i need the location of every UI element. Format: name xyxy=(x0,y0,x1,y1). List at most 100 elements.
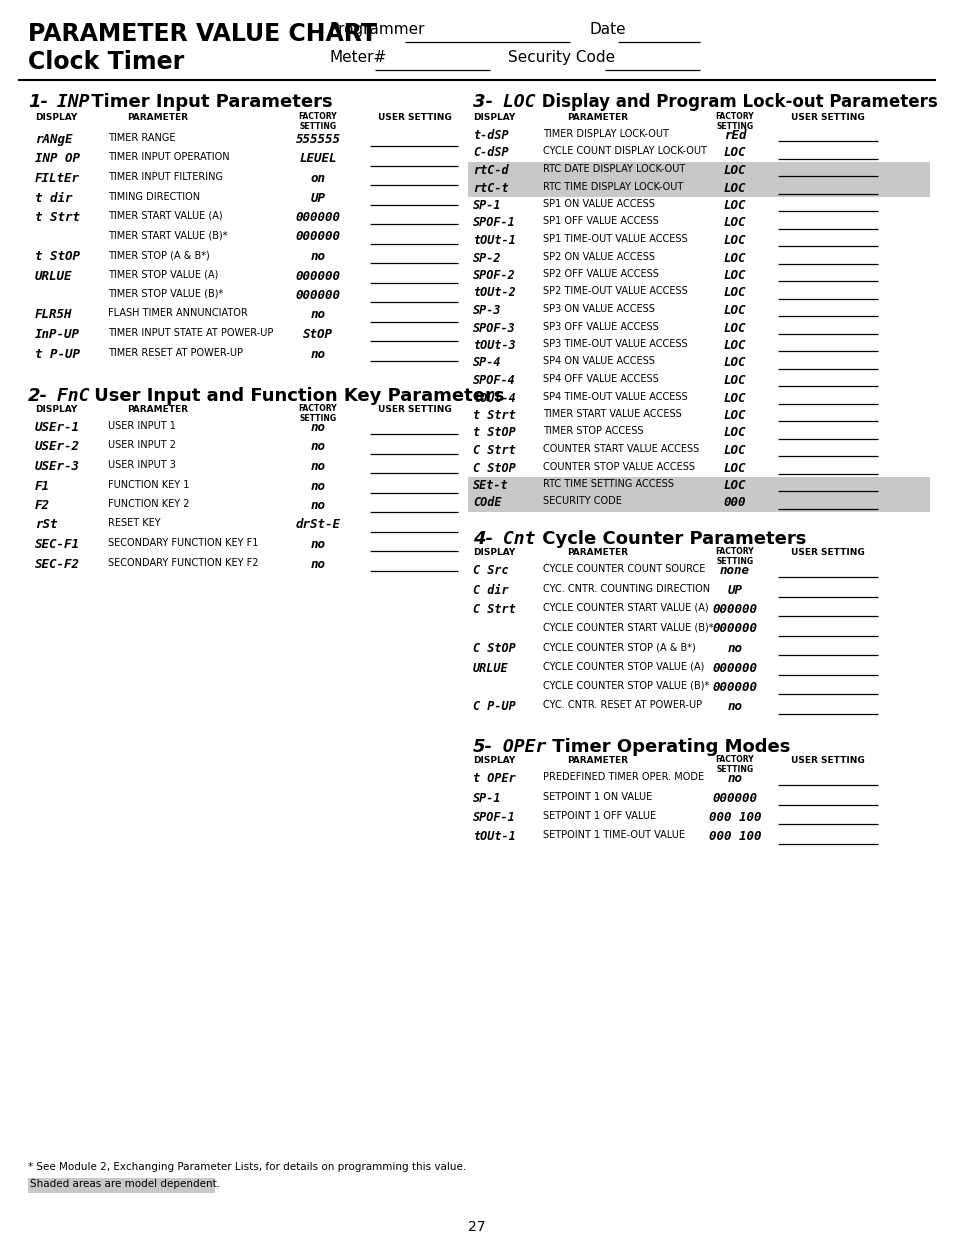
Text: tOUt-1: tOUt-1 xyxy=(473,830,516,844)
Text: SECURITY CODE: SECURITY CODE xyxy=(542,496,621,506)
Text: RESET KEY: RESET KEY xyxy=(108,519,160,529)
Text: Timer Operating Modes: Timer Operating Modes xyxy=(545,739,789,756)
Text: CYC. CNTR. COUNTING DIRECTION: CYC. CNTR. COUNTING DIRECTION xyxy=(542,583,709,594)
Text: TIMER START VALUE ACCESS: TIMER START VALUE ACCESS xyxy=(542,409,681,419)
Text: USEr-2: USEr-2 xyxy=(35,441,80,453)
Bar xyxy=(468,179,929,198)
Text: USER SETTING: USER SETTING xyxy=(790,112,864,122)
Text: no: no xyxy=(310,421,325,433)
Text: Programmer: Programmer xyxy=(330,22,425,37)
Text: CYCLE COUNTER START VALUE (A): CYCLE COUNTER START VALUE (A) xyxy=(542,603,708,613)
Text: URLUE: URLUE xyxy=(35,269,72,283)
Text: URLUE: URLUE xyxy=(473,662,508,674)
Text: FACTORY
SETTING: FACTORY SETTING xyxy=(715,547,754,567)
Text: TIMER STOP ACCESS: TIMER STOP ACCESS xyxy=(542,426,643,436)
Text: * See Module 2, Exchanging Parameter Lists, for details on programming this valu: * See Module 2, Exchanging Parameter Lis… xyxy=(28,1162,466,1172)
Text: LOC: LOC xyxy=(723,304,745,317)
Text: tOUt-1: tOUt-1 xyxy=(473,233,516,247)
Text: tOUt-3: tOUt-3 xyxy=(473,338,516,352)
Text: Security Code: Security Code xyxy=(507,49,615,65)
Text: INP: INP xyxy=(46,93,90,111)
Text: 000000: 000000 xyxy=(712,622,757,636)
Text: Cycle Counter Parameters: Cycle Counter Parameters xyxy=(536,530,805,548)
Text: InP-UP: InP-UP xyxy=(35,329,80,341)
Text: COdE: COdE xyxy=(473,496,501,510)
Text: PARAMETER: PARAMETER xyxy=(567,548,628,557)
Text: COUNTER START VALUE ACCESS: COUNTER START VALUE ACCESS xyxy=(542,445,699,454)
Text: TIMER STOP VALUE (A): TIMER STOP VALUE (A) xyxy=(108,269,218,279)
Text: SETPOINT 1 OFF VALUE: SETPOINT 1 OFF VALUE xyxy=(542,811,656,821)
Text: SETPOINT 1 ON VALUE: SETPOINT 1 ON VALUE xyxy=(542,792,652,802)
Text: RTC TIME SETTING ACCESS: RTC TIME SETTING ACCESS xyxy=(542,479,673,489)
Text: TIMING DIRECTION: TIMING DIRECTION xyxy=(108,191,200,201)
Text: SETPOINT 1 TIME-OUT VALUE: SETPOINT 1 TIME-OUT VALUE xyxy=(542,830,684,841)
Text: LOC: LOC xyxy=(723,147,745,159)
Text: PARAMETER: PARAMETER xyxy=(128,405,189,414)
Text: FUNCTION KEY 1: FUNCTION KEY 1 xyxy=(108,479,190,489)
Text: no: no xyxy=(310,538,325,551)
Text: no: no xyxy=(310,459,325,473)
Text: SECONDARY FUNCTION KEY F2: SECONDARY FUNCTION KEY F2 xyxy=(108,557,258,568)
Text: FILtEr: FILtEr xyxy=(35,172,80,185)
Text: no: no xyxy=(310,347,325,361)
Text: SEt-t: SEt-t xyxy=(473,479,508,492)
Text: 000000: 000000 xyxy=(295,211,340,224)
Text: DISPLAY: DISPLAY xyxy=(473,112,515,122)
Text: SP-4: SP-4 xyxy=(473,357,501,369)
Text: no: no xyxy=(310,499,325,513)
Text: USEr-3: USEr-3 xyxy=(35,459,80,473)
Text: USER INPUT 3: USER INPUT 3 xyxy=(108,459,175,471)
Text: 27: 27 xyxy=(468,1220,485,1234)
Text: SP-1: SP-1 xyxy=(473,199,501,212)
Bar xyxy=(468,162,929,179)
Text: CYCLE COUNT DISPLAY LOCK-OUT: CYCLE COUNT DISPLAY LOCK-OUT xyxy=(542,147,706,157)
Text: drSt-E: drSt-E xyxy=(295,519,340,531)
Text: SP-3: SP-3 xyxy=(473,304,501,317)
Text: 000000: 000000 xyxy=(295,231,340,243)
Text: CYCLE COUNTER STOP VALUE (A): CYCLE COUNTER STOP VALUE (A) xyxy=(542,662,703,672)
Text: F1: F1 xyxy=(35,479,50,493)
Text: none: none xyxy=(720,564,749,577)
Text: t-dSP: t-dSP xyxy=(473,128,508,142)
Text: 3-: 3- xyxy=(473,93,493,111)
Text: FLASH TIMER ANNUNCIATOR: FLASH TIMER ANNUNCIATOR xyxy=(108,309,248,319)
Text: C P-UP: C P-UP xyxy=(473,700,516,714)
Text: LOC: LOC xyxy=(723,233,745,247)
Text: PARAMETER: PARAMETER xyxy=(567,112,628,122)
Text: SP1 ON VALUE ACCESS: SP1 ON VALUE ACCESS xyxy=(542,199,654,209)
Text: TIMER INPUT STATE AT POWER-UP: TIMER INPUT STATE AT POWER-UP xyxy=(108,329,274,338)
Text: FnC: FnC xyxy=(46,387,90,405)
Text: PARAMETER VALUE CHART: PARAMETER VALUE CHART xyxy=(28,22,376,46)
Text: USER SETTING: USER SETTING xyxy=(790,548,864,557)
Text: LOC: LOC xyxy=(723,216,745,230)
Text: TIMER INPUT OPERATION: TIMER INPUT OPERATION xyxy=(108,152,230,163)
Text: Shaded areas are model dependent.: Shaded areas are model dependent. xyxy=(30,1179,220,1189)
Text: Date: Date xyxy=(589,22,626,37)
Text: no: no xyxy=(727,642,741,655)
Text: LOC: LOC xyxy=(492,93,535,111)
Text: LOC: LOC xyxy=(723,357,745,369)
Text: t OPEr: t OPEr xyxy=(473,772,516,785)
Text: TIMER STOP (A & B*): TIMER STOP (A & B*) xyxy=(108,249,210,261)
Text: INP OP: INP OP xyxy=(35,152,80,165)
Text: rSt: rSt xyxy=(35,519,57,531)
Text: FACTORY
SETTING: FACTORY SETTING xyxy=(715,112,754,131)
Text: SPOF-1: SPOF-1 xyxy=(473,216,516,230)
Text: 000: 000 xyxy=(723,496,745,510)
Text: FACTORY
SETTING: FACTORY SETTING xyxy=(715,755,754,774)
Text: 000000: 000000 xyxy=(712,792,757,804)
Text: LOC: LOC xyxy=(723,182,745,194)
Text: UP: UP xyxy=(727,583,741,597)
Text: DISPLAY: DISPLAY xyxy=(473,548,515,557)
Text: TIMER START VALUE (A): TIMER START VALUE (A) xyxy=(108,211,222,221)
Text: t Strt: t Strt xyxy=(473,409,516,422)
Text: SP3 ON VALUE ACCESS: SP3 ON VALUE ACCESS xyxy=(542,304,654,314)
Text: TIMER STOP VALUE (B)*: TIMER STOP VALUE (B)* xyxy=(108,289,223,299)
Text: C StOP: C StOP xyxy=(473,642,516,655)
Text: PREDEFINED TIMER OPER. MODE: PREDEFINED TIMER OPER. MODE xyxy=(542,772,703,782)
Text: SP2 ON VALUE ACCESS: SP2 ON VALUE ACCESS xyxy=(542,252,655,262)
Text: CYCLE COUNTER COUNT SOURCE: CYCLE COUNTER COUNT SOURCE xyxy=(542,564,704,574)
Text: 000 100: 000 100 xyxy=(708,830,760,844)
Text: 2-: 2- xyxy=(28,387,48,405)
Text: 000000: 000000 xyxy=(712,662,757,674)
